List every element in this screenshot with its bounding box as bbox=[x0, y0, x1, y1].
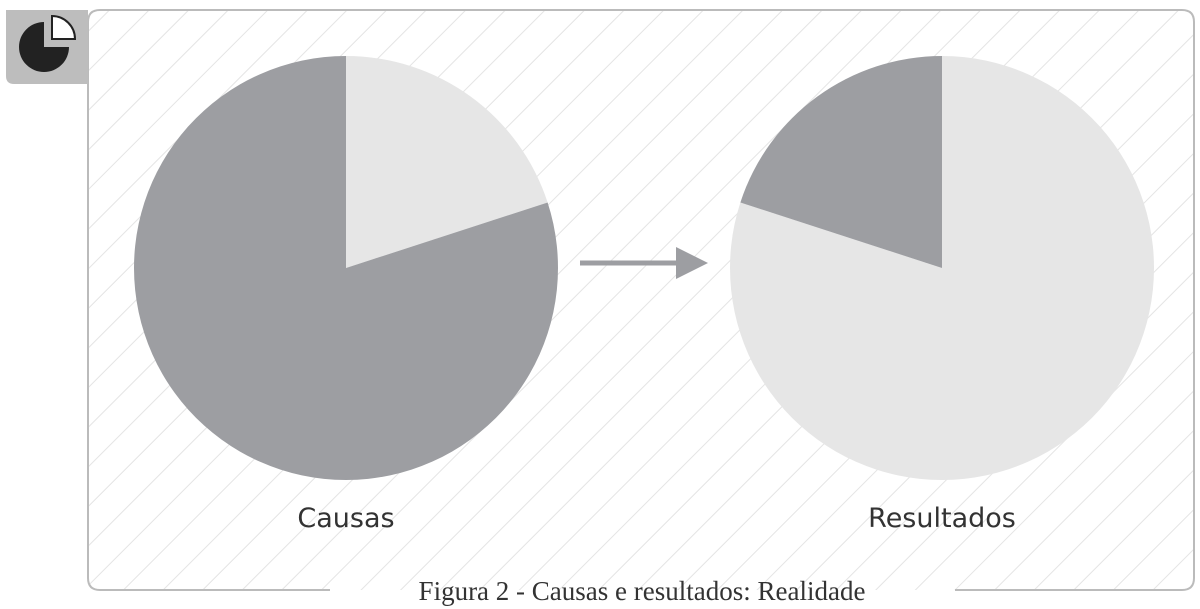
pie-label: Causas bbox=[297, 503, 394, 534]
pie-slice bbox=[133, 56, 558, 481]
pie-slice bbox=[346, 56, 548, 268]
pie-label: Resultados bbox=[868, 503, 1016, 534]
icon bbox=[6, 10, 88, 84]
frame bbox=[87, 9, 1195, 591]
arrow bbox=[580, 247, 708, 279]
pie-slice bbox=[740, 56, 942, 268]
caption: Figura 2 - Causas e resultados: Realidad… bbox=[419, 576, 866, 606]
